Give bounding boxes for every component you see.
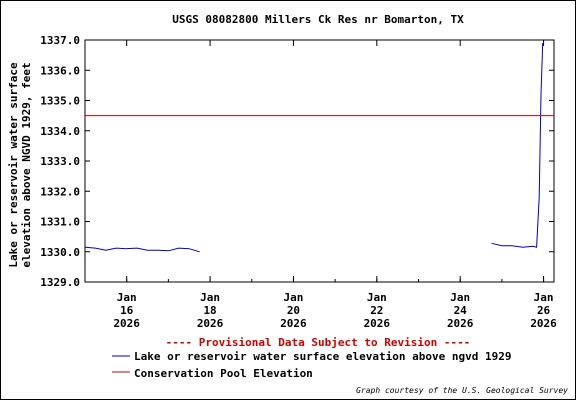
x-tick-label: 18 bbox=[203, 304, 216, 317]
y-axis-label-line2: elevation above NGVD 1929, feet bbox=[20, 62, 33, 267]
x-tick-label: 20 bbox=[287, 304, 300, 317]
x-tick-label: Jan bbox=[450, 291, 470, 304]
y-tick-label: 1331.0 bbox=[40, 216, 80, 229]
x-tick-label: 2026 bbox=[280, 317, 307, 330]
x-tick-label: Jan bbox=[534, 291, 554, 304]
x-tick-label: Jan bbox=[284, 291, 304, 304]
x-tick-label: 16 bbox=[120, 304, 134, 317]
legend: Lake or reservoir water surface elevatio… bbox=[112, 350, 512, 380]
y-tick-label: 1337.0 bbox=[40, 34, 80, 47]
y-tick-label: 1336.0 bbox=[40, 64, 80, 77]
y-tick-label: 1329.0 bbox=[40, 276, 80, 289]
x-tick-label: 22 bbox=[370, 304, 383, 317]
x-tick-label: 2026 bbox=[113, 317, 140, 330]
y-tick-label: 1332.0 bbox=[40, 185, 80, 198]
x-tick-label: 24 bbox=[454, 304, 468, 317]
y-tick-label: 1334.0 bbox=[40, 125, 80, 138]
y-axis: 1337.0 1336.0 1335.0 1334.0 1333.0 1332.0 1331… bbox=[40, 34, 554, 289]
x-tick-label: Jan bbox=[200, 291, 220, 304]
x-tick-label: 2026 bbox=[530, 317, 557, 330]
provisional-note: ---- Provisional Data Subject to Revisio… bbox=[166, 336, 471, 349]
y-axis-label: Lake or reservoir water surface elevatio… bbox=[7, 62, 33, 268]
plot-area bbox=[84, 39, 555, 283]
legend-label-conservation: Conservation Pool Elevation bbox=[134, 367, 313, 380]
y-tick-label: 1330.0 bbox=[40, 246, 80, 259]
x-tick-label: Jan bbox=[117, 291, 137, 304]
legend-label-elevation: Lake or reservoir water surface elevatio… bbox=[134, 350, 512, 363]
chart-title: USGS 08082800 Millers Ck Res nr Bomarton… bbox=[172, 13, 464, 26]
x-tick-label: Jan bbox=[367, 291, 387, 304]
x-tick-label: 2026 bbox=[364, 317, 391, 330]
credit-text: Graph courtesy of the U.S. Geological Su… bbox=[356, 386, 568, 395]
x-tick-label: 2026 bbox=[197, 317, 224, 330]
elevation-line-segment-1 bbox=[84, 246, 200, 253]
y-tick-label: 1333.0 bbox=[40, 155, 80, 168]
x-axis: Jan162026Jan182026Jan202026Jan222026Jan2… bbox=[84, 40, 557, 330]
x-tick-label: 26 bbox=[537, 304, 551, 317]
elevation-line-segment-2 bbox=[491, 42, 544, 248]
y-tick-label: 1335.0 bbox=[40, 95, 80, 108]
series-group bbox=[84, 42, 554, 253]
y-axis-label-line1: Lake or reservoir water surface bbox=[7, 62, 20, 268]
x-tick-label: 2026 bbox=[447, 317, 474, 330]
